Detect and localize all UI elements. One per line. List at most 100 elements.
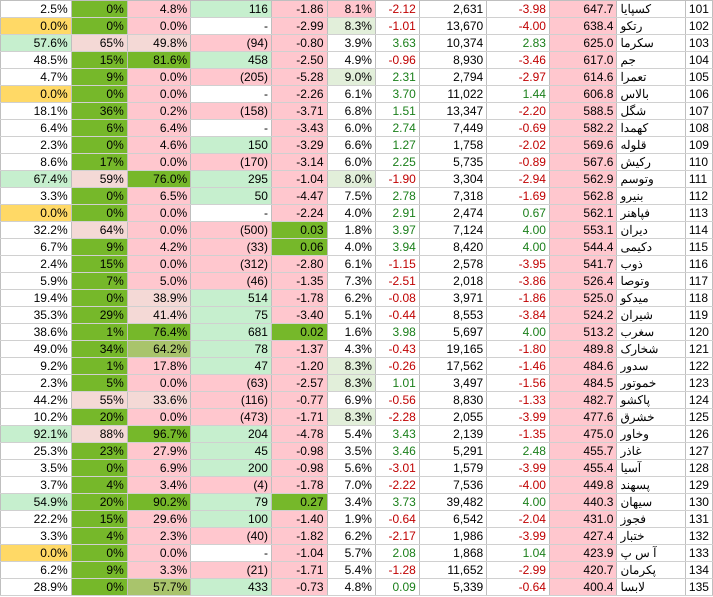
cell-change[interactable]: -1.78 [270,289,328,307]
cell-pct-d[interactable]: 5.1% [326,306,376,324]
cell-change[interactable]: -3.29 [270,136,328,154]
cell-index[interactable]: 121 [684,340,713,358]
cell-volume[interactable]: 2,631 [418,0,488,18]
cell-change[interactable]: -1.82 [270,527,328,545]
cell-pct-c[interactable]: 6.4% [126,119,192,137]
cell-delta[interactable]: 2.31 [374,68,420,86]
cell-name[interactable]: بالاس [616,85,686,103]
cell-pct-b[interactable]: 64% [70,221,128,239]
cell-volume[interactable]: 2,139 [418,425,488,443]
cell-change[interactable]: -2.57 [270,374,328,392]
cell-index[interactable]: 111 [684,170,713,188]
cell-name[interactable]: دکیمی [616,238,686,256]
cell-delta[interactable]: 2.25 [374,153,420,171]
cell-ratio[interactable]: 2.48 [486,442,550,460]
cell-count[interactable]: 150 [190,136,272,154]
cell-pct-b[interactable]: 20% [70,408,128,426]
cell-pct-d[interactable]: 4.9% [326,51,376,69]
cell-ratio[interactable]: -2.20 [486,102,550,120]
cell-pct-c[interactable]: 57.7% [126,578,192,596]
cell-volume[interactable]: 7,124 [418,221,488,239]
cell-count[interactable]: - [190,544,272,562]
cell-pct-d[interactable]: 7.0% [326,476,376,494]
cell-change[interactable]: 0.06 [270,238,328,256]
cell-pct-b[interactable]: 0% [70,459,128,477]
cell-ratio[interactable]: -1.69 [486,187,550,205]
cell-count[interactable]: 433 [190,578,272,596]
cell-change[interactable]: -1.04 [270,544,328,562]
cell-pct-d[interactable]: 1.8% [326,221,376,239]
cell-price[interactable]: 569.6 [548,136,618,154]
cell-ratio[interactable]: -1.86 [486,289,550,307]
cell-pct-c[interactable]: 81.6% [126,51,192,69]
cell-name[interactable]: فجوز [616,510,686,528]
cell-price[interactable]: 524.2 [548,306,618,324]
cell-name[interactable]: سیهان [616,493,686,511]
cell-ratio[interactable]: -2.02 [486,136,550,154]
cell-price[interactable]: 647.7 [548,0,618,18]
cell-pct-b[interactable]: 9% [70,68,128,86]
cell-index[interactable]: 105 [684,68,713,86]
cell-count[interactable]: (63) [190,374,272,392]
cell-delta[interactable]: 2.91 [374,204,420,222]
cell-count[interactable]: (500) [190,221,272,239]
cell-pct-d[interactable]: 8.3% [326,357,376,375]
cell-pct-b[interactable]: 23% [70,442,128,460]
cell-count[interactable]: (94) [190,34,272,52]
cell-ratio[interactable]: -3.86 [486,272,550,290]
cell-delta[interactable]: 3.70 [374,85,420,103]
cell-pct-b[interactable]: 7% [70,272,128,290]
cell-price[interactable]: 440.3 [548,493,618,511]
cell-pct-b[interactable]: 0% [70,17,128,35]
cell-ratio[interactable]: -4.00 [486,17,550,35]
cell-ratio[interactable]: 0.67 [486,204,550,222]
cell-pct-a[interactable]: 0.0% [0,544,72,562]
cell-pct-d[interactable]: 6.2% [326,527,376,545]
cell-volume[interactable]: 2,794 [418,68,488,86]
cell-ratio[interactable]: -0.89 [486,153,550,171]
cell-pct-b[interactable]: 0% [70,289,128,307]
cell-pct-c[interactable]: 6.9% [126,459,192,477]
cell-index[interactable]: 101 [684,0,713,18]
cell-pct-d[interactable]: 3.9% [326,34,376,52]
cell-index[interactable]: 112 [684,187,713,205]
cell-pct-a[interactable]: 8.6% [0,153,72,171]
cell-change[interactable]: -4.78 [270,425,328,443]
cell-name[interactable]: رکیش [616,153,686,171]
cell-volume[interactable]: 8,930 [418,51,488,69]
cell-count[interactable]: 75 [190,306,272,324]
cell-volume[interactable]: 19,165 [418,340,488,358]
cell-pct-a[interactable]: 67.4% [0,170,72,188]
cell-price[interactable]: 541.7 [548,255,618,273]
cell-pct-b[interactable]: 9% [70,238,128,256]
cell-name[interactable]: قلوله [616,136,686,154]
cell-index[interactable]: 131 [684,510,713,528]
cell-count[interactable]: 295 [190,170,272,188]
cell-change[interactable]: -2.26 [270,85,328,103]
cell-pct-a[interactable]: 3.5% [0,459,72,477]
cell-delta[interactable]: -1.90 [374,170,420,188]
cell-pct-d[interactable]: 5.4% [326,561,376,579]
cell-pct-a[interactable]: 3.3% [0,187,72,205]
cell-volume[interactable]: 13,670 [418,17,488,35]
cell-index[interactable]: 123 [684,374,713,392]
cell-price[interactable]: 544.4 [548,238,618,256]
cell-price[interactable]: 614.6 [548,68,618,86]
cell-pct-a[interactable]: 48.5% [0,51,72,69]
cell-pct-b[interactable]: 88% [70,425,128,443]
cell-pct-c[interactable]: 41.4% [126,306,192,324]
cell-price[interactable]: 427.4 [548,527,618,545]
cell-name[interactable]: وتوسم [616,170,686,188]
cell-pct-d[interactable]: 9.0% [326,68,376,86]
cell-delta[interactable]: -2.51 [374,272,420,290]
cell-name[interactable]: فپاهنر [616,204,686,222]
cell-pct-a[interactable]: 2.4% [0,255,72,273]
cell-delta[interactable]: 3.97 [374,221,420,239]
cell-pct-b[interactable]: 4% [70,476,128,494]
cell-ratio[interactable]: -1.35 [486,425,550,443]
cell-volume[interactable]: 2,018 [418,272,488,290]
cell-change[interactable]: -1.35 [270,272,328,290]
cell-pct-b[interactable]: 59% [70,170,128,188]
cell-pct-c[interactable]: 0.0% [126,204,192,222]
cell-count[interactable]: (46) [190,272,272,290]
